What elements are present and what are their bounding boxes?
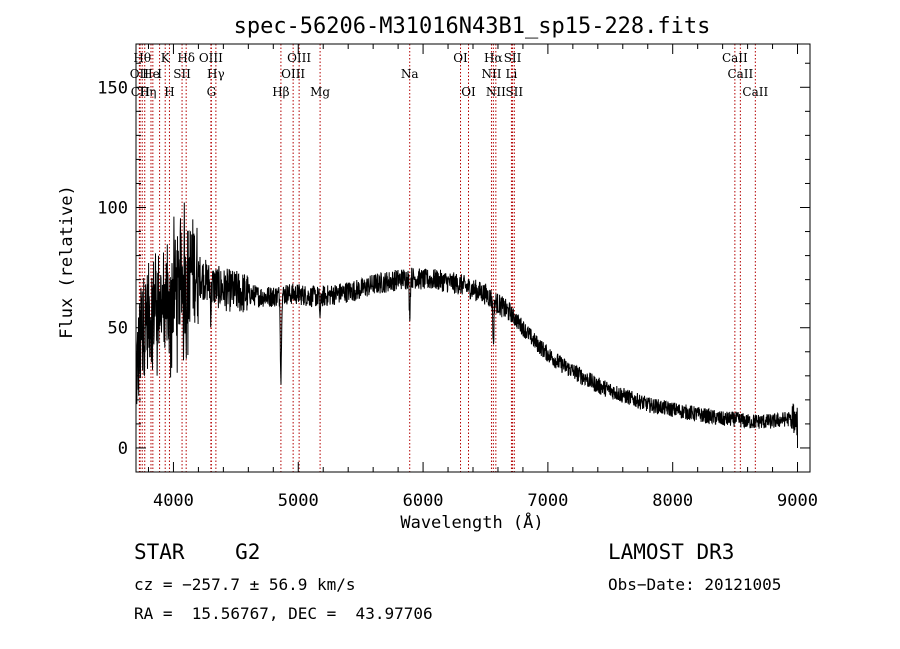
chart-title: spec-56206-M31016N43B1_sp15-228.fits [234, 14, 711, 39]
spectral-line-label: η [149, 85, 156, 99]
spectral-line-label: Mg [310, 85, 330, 99]
class-label: STAR [134, 540, 185, 564]
coordinates-label: RA = 15.56767, DEC = 43.97706 [134, 604, 433, 623]
spectral-line-label: SII [504, 51, 522, 65]
spectral-line-label: Li [506, 67, 518, 81]
subclass-label: G2 [235, 540, 261, 564]
y-tick-label: 150 [97, 78, 128, 98]
y-axis-label: Flux (relative) [57, 185, 77, 339]
spectral-line-label: Hδ [177, 51, 195, 65]
y-tick-label: 50 [108, 319, 128, 339]
x-tick-label: 6000 [403, 491, 444, 511]
spectral-line-label: OIII [199, 51, 223, 65]
spectral-line-label: Hγ [207, 67, 225, 81]
x-axis-label: Wavelength (Å) [400, 511, 543, 533]
spectral-line-label: OIII [287, 51, 311, 65]
x-tick-label: 4000 [153, 491, 194, 511]
spectral-line-label: OII [130, 67, 150, 81]
spectral-line-label: OI [453, 51, 468, 65]
spectral-line-label: OI [461, 85, 476, 99]
spectral-line-label: Na [401, 67, 419, 81]
spectral-line-label: OIII [281, 67, 305, 81]
x-tick-label: 8000 [652, 491, 693, 511]
survey-label: LAMOST DR3 [608, 540, 735, 564]
spectral-line-label: H [164, 85, 174, 99]
x-tick-label: 5000 [278, 491, 319, 511]
redshift-label: cz = −257.7 ± 56.9 km/s [134, 575, 356, 594]
x-tick-label: 9000 [777, 491, 818, 511]
object-class: STAR G2 [134, 540, 260, 564]
spectral-line-label: CaII [742, 85, 768, 99]
spectral-line-label: SII [173, 67, 191, 81]
spectral-line-label: NII [486, 85, 506, 99]
spectral-line-label: Hβ [272, 85, 289, 99]
spectral-line-label: SII [505, 85, 523, 99]
spectral-line-label: G [207, 85, 217, 99]
y-tick-label: 0 [118, 439, 128, 459]
y-tick-label: 100 [97, 199, 128, 219]
spectral-line-label: He [142, 67, 160, 81]
spectral-line-markers [138, 44, 756, 472]
spectral-line-label: Hθ [133, 51, 151, 65]
obs-date-label: Obs−Date: 20121005 [608, 575, 782, 594]
y-axis-ticks: 0 50 100 150 [97, 62, 810, 473]
spectral-line-label: NII [481, 67, 501, 81]
x-tick-label: 7000 [527, 491, 568, 511]
spectral-line-label: Hα [484, 51, 503, 65]
spectral-line-label: CaII [722, 51, 748, 65]
spectral-line-label: K [161, 51, 171, 65]
spectrum-line [135, 202, 798, 448]
spectral-line-label: I [157, 67, 162, 81]
x-axis-ticks: 4000 5000 6000 7000 8000 9000 [147, 44, 818, 511]
spectral-line-label: H [140, 85, 150, 99]
plot-frame [135, 43, 811, 473]
spectral-line-label: CaII [727, 67, 753, 81]
